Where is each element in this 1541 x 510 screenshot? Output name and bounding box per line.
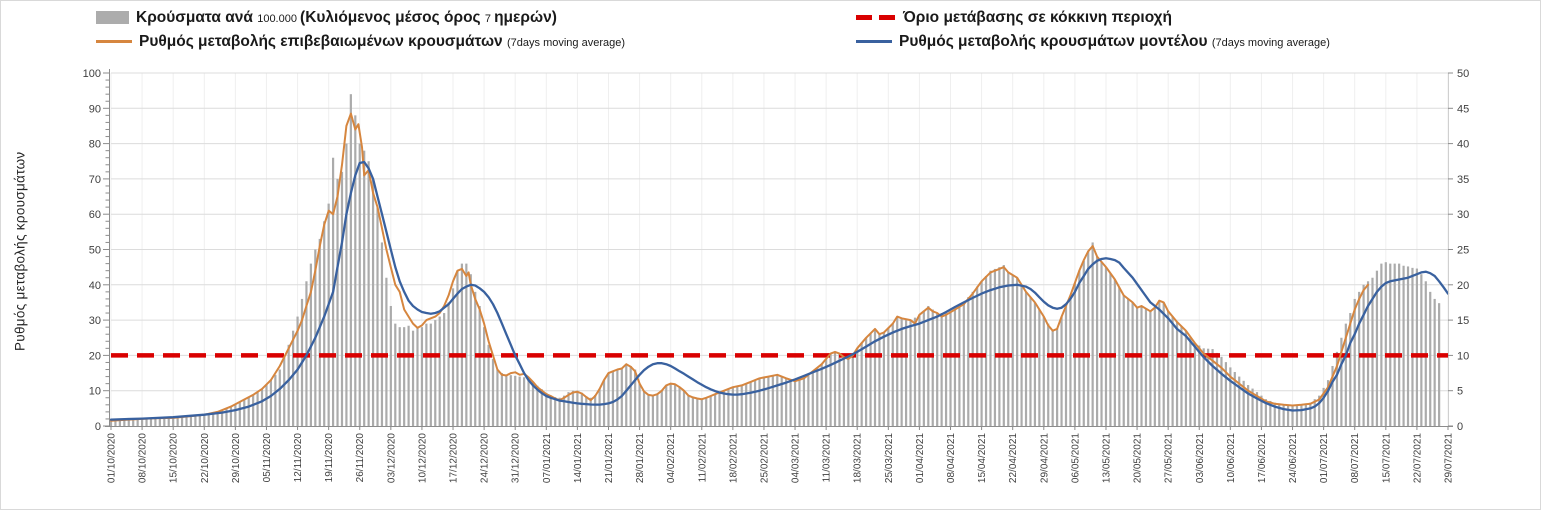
left-axis-tick-label: 10 [89,386,101,398]
model-rate-line [109,160,1450,421]
right-axis-tick-label: 10 [1457,350,1469,362]
date-label: 05/11/2020 [262,433,273,483]
dashed-line-swatch-icon [856,15,896,20]
legend-column-right: Όριο μετάβασης σε κόκκινη περιοχή Ρυθμός … [856,7,1330,52]
left-axis-tick-label: 60 [89,209,101,221]
axes [103,69,1453,427]
date-label: 18/02/2021 [728,433,739,483]
right-axis-tick-label: 50 [1457,68,1469,80]
date-label: 19/11/2020 [324,433,335,483]
date-label: 24/12/2020 [480,433,491,483]
legend-label: Ρυθμός μεταβολής κρουσμάτων μοντέλου (7d… [899,32,1330,50]
date-label: 08/10/2020 [138,433,149,483]
date-label: 13/05/2021 [1101,433,1112,483]
legend-item: Ρυθμός μεταβολής επιβεβαιωμένων κρουσμάτ… [96,31,625,52]
date-label: 14/01/2021 [573,433,584,483]
left-axis-tick-label: 20 [89,350,101,362]
date-label: 03/06/2021 [1195,433,1206,483]
axis-tick-labels: 0 10 20 30 40 50 60 70 80 90 100 0 5 10 15 20 25 30 35 40 45… [83,68,1470,433]
date-label: 31/12/2020 [511,433,522,483]
legend-item: Κρούσματα ανά 100.000 (Κυλιόμενος μέσος … [96,7,625,28]
legend-label: Όριο μετάβασης σε κόκκινη περιοχή [903,8,1173,26]
date-label: 01/10/2020 [107,433,118,483]
date-label: 22/07/2021 [1412,433,1423,483]
legend-item: Ρυθμός μεταβολής κρουσμάτων μοντέλου (7d… [856,31,1330,52]
date-label: 21/01/2021 [604,433,615,483]
date-label: 08/07/2021 [1350,433,1361,483]
legend-item: Όριο μετάβασης σε κόκκινη περιοχή [856,7,1330,28]
confirmed-rate-line [110,112,1369,422]
left-axis-tick-label: 90 [89,103,101,115]
date-label: 10/06/2021 [1226,433,1237,483]
date-label: 03/12/2020 [386,433,397,483]
date-label: 04/03/2021 [791,433,802,483]
left-axis-tick-label: 50 [89,245,101,257]
date-label: 15/10/2020 [169,433,180,483]
date-label: 29/10/2020 [231,433,242,483]
date-label: 29/04/2021 [1039,433,1050,483]
legend-column-left: Κρούσματα ανά 100.000 (Κυλιόμενος μέσος … [96,7,625,52]
date-label: 25/03/2021 [884,433,895,483]
date-label: 22/10/2020 [200,433,211,483]
right-axis-tick-label: 0 [1457,421,1463,433]
legend-label: Κρούσματα ανά 100.000 (Κυλιόμενος μέσος … [136,8,557,26]
date-label: 07/01/2021 [542,433,553,483]
line-swatch-icon [856,40,892,43]
right-axis-tick-label: 25 [1457,245,1469,257]
bar-swatch-icon [96,11,129,24]
date-label: 11/02/2021 [697,433,708,483]
date-label: 01/04/2021 [915,433,926,483]
right-axis-tick-label: 45 [1457,103,1469,115]
date-label: 20/05/2021 [1133,433,1144,483]
left-axis-tick-label: 30 [89,315,101,327]
date-label: 08/04/2021 [946,433,957,483]
date-label: 22/04/2021 [1008,433,1019,483]
date-label: 24/06/2021 [1288,433,1299,483]
right-axis-tick-label: 40 [1457,139,1469,151]
left-axis-tick-label: 100 [83,68,101,80]
date-label: 28/01/2021 [635,433,646,483]
right-axis-tick-label: 20 [1457,280,1469,292]
date-label: 27/05/2021 [1164,433,1175,483]
date-label: 29/07/2021 [1444,433,1455,483]
left-axis-tick-label: 70 [89,174,101,186]
date-label: 18/03/2021 [853,433,864,483]
right-axis-tick-label: 35 [1457,174,1469,186]
date-label: 15/07/2021 [1381,433,1392,483]
date-label: 06/05/2021 [1070,433,1081,483]
left-axis-tick-label: 40 [89,280,101,292]
right-axis-tick-label: 15 [1457,315,1469,327]
date-label: 11/03/2021 [822,433,833,483]
date-label: 15/04/2021 [977,433,988,483]
date-label: 25/02/2021 [759,433,770,483]
x-axis-date-labels: 01/10/2020 08/10/2020 15/10/2020 22/10/2020… [107,426,1455,483]
date-label: 04/02/2021 [666,433,677,483]
date-label: 12/11/2020 [293,433,304,483]
right-axis-tick-label: 5 [1457,386,1463,398]
legend-label: Ρυθμός μεταβολής επιβεβαιωμένων κρουσμάτ… [139,32,626,50]
date-label: 26/11/2020 [355,433,366,483]
line-swatch-icon [96,40,132,43]
date-label: 17/12/2020 [449,433,460,483]
right-axis-tick-label: 30 [1457,209,1469,221]
left-axis-tick-label: 80 [89,139,101,151]
left-axis-tick-label: 0 [95,421,101,433]
date-label: 01/07/2021 [1319,433,1330,483]
date-label: 10/12/2020 [417,433,428,483]
date-label: 17/06/2021 [1257,433,1268,483]
